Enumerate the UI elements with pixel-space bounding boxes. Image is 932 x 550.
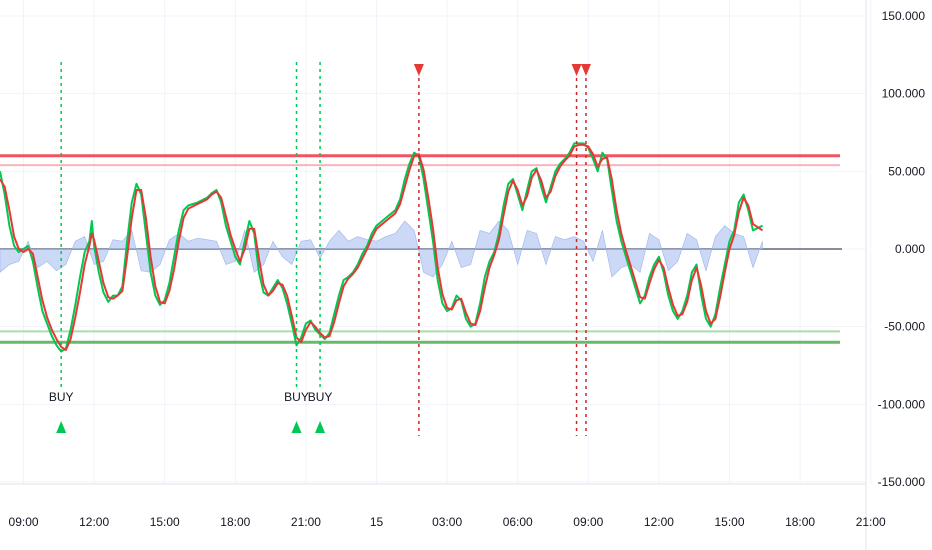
x-tick-label: 12:00 [644,515,674,529]
oscillator-lines [0,142,764,353]
x-tick-label: 21:00 [291,515,321,529]
sell-signal-arrow-icon [413,64,424,76]
x-tick-label: 15:00 [150,515,180,529]
x-tick-label: 09:00 [9,515,39,529]
y-tick-label: 150.000 [882,9,926,23]
x-tick-label: 18:00 [785,515,815,529]
y-axis: 150.000 100.000 50.000 0.000 -50.000 -100.000… [865,0,926,550]
x-tick-label: 21:00 [856,515,886,529]
y-tick-label: 50.000 [888,164,925,178]
x-tick-label: 15 [370,515,384,529]
oscillator-line-2 [0,143,764,351]
histogram-area [0,220,763,278]
y-tick-label: -150.000 [878,475,926,489]
buy-signal-label: BUY [49,390,74,404]
buy-signal-label: BUY [284,390,309,404]
x-tick-label: 09:00 [573,515,603,529]
y-tick-label: -100.000 [878,397,926,411]
x-axis: 09:00 12:00 15:00 18:00 21:00 15 03:00 06:00 09:… [0,483,886,529]
buy-signal-arrow-icon [56,421,67,433]
x-tick-label: 06:00 [503,515,533,529]
y-tick-label: -50.000 [884,320,925,334]
y-tick-label: 0.000 [895,242,925,256]
y-tick-label: 100.000 [882,87,926,101]
buy-signal-label: BUY [308,390,333,404]
x-tick-label: 03:00 [432,515,462,529]
histogram-area-series [0,220,763,278]
sell-signal-arrow-icon [571,64,582,76]
sell-signal-arrow-icon [580,64,591,76]
oscillator-line-1 [0,142,763,353]
x-tick-label: 15:00 [714,515,744,529]
buy-signal-arrow-icon [291,421,302,433]
x-tick-label: 12:00 [79,515,109,529]
buy-signal-arrow-icon [315,421,326,433]
x-tick-label: 18:00 [220,515,250,529]
